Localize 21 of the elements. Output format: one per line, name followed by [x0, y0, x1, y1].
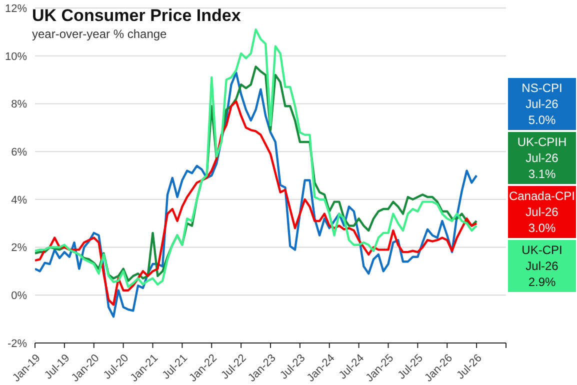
y-tick-label: 6%	[11, 146, 28, 158]
chart-title: UK Consumer Price Index	[32, 6, 241, 26]
y-tick-label: 2%	[11, 242, 28, 254]
text: UK-CPIH	[516, 134, 568, 150]
y-tick-label: 8%	[11, 98, 28, 111]
y-tick-label: 4%	[11, 194, 28, 206]
text: Jul-26 5.0%	[524, 96, 560, 128]
text: Jul-26 3.1%	[524, 150, 560, 182]
text: Canada-CPI	[508, 188, 576, 204]
y-tick-label: 0%	[11, 290, 28, 302]
y-tick-label: -2%	[7, 338, 28, 350]
y-tick-label: 12%	[4, 2, 28, 15]
line-series	[35, 66, 478, 282]
text: NS-CPI	[520, 80, 564, 96]
y-tick-label: 10%	[4, 50, 28, 63]
text: year-over-year % change	[32, 27, 168, 41]
line-series	[35, 72, 478, 318]
text: UK-CPI	[520, 242, 564, 258]
text: Jul-26 2.9%	[524, 258, 560, 290]
text: Jul-26 3.0%	[524, 204, 560, 236]
line-series	[35, 100, 478, 306]
